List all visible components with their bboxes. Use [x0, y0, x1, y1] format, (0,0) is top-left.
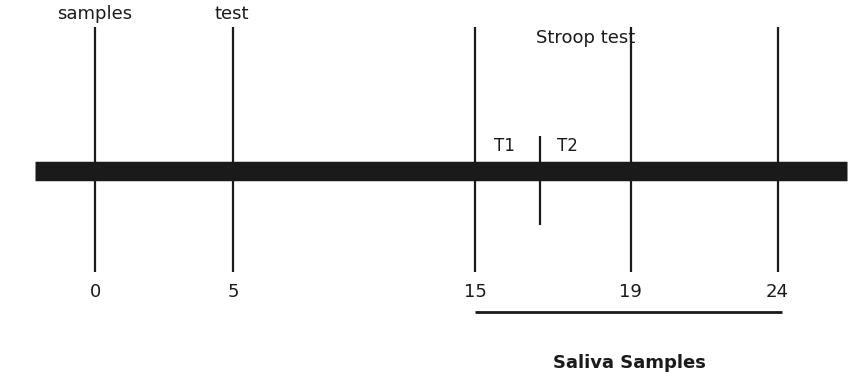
Text: 19: 19 — [619, 283, 642, 301]
Text: 15: 15 — [464, 283, 486, 301]
Text: 0: 0 — [89, 283, 101, 301]
Text: Blood
samples: Blood samples — [58, 0, 132, 23]
Text: ISSL
test: ISSL test — [214, 0, 252, 23]
Text: 24: 24 — [766, 283, 789, 301]
Text: Saliva Samples: Saliva Samples — [553, 355, 705, 372]
Text: Stroop test: Stroop test — [536, 29, 635, 47]
Text: T2: T2 — [557, 137, 578, 155]
Text: 5: 5 — [227, 283, 239, 301]
Text: T1: T1 — [494, 137, 515, 155]
